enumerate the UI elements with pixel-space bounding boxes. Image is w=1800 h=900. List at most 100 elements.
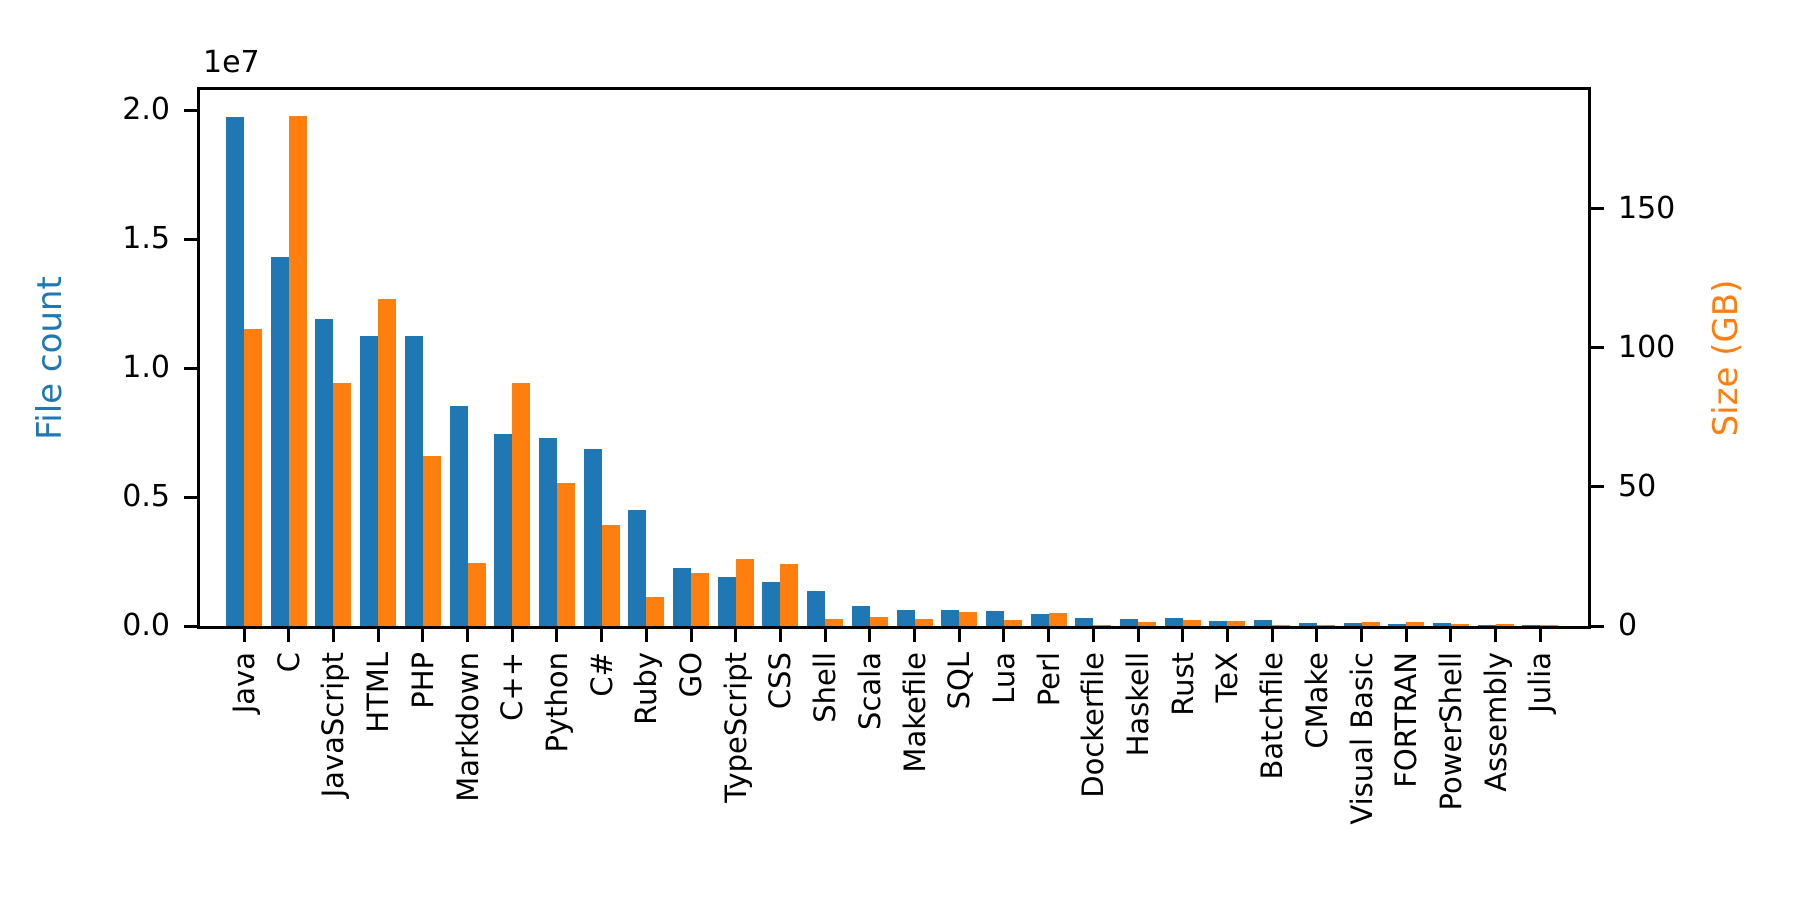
x-tick-label-Batchfile: Batchfile: [1255, 652, 1290, 780]
x-tick-label-Assembly: Assembly: [1478, 652, 1513, 792]
x-tick-label-SQL: SQL: [942, 652, 977, 710]
bar-file-count-Julia: [1522, 625, 1541, 626]
bar-size-gb-Python: [556, 483, 575, 626]
left-y-tick-label-0.5: 0.5: [122, 479, 170, 515]
bar-size-gb-Markdown: [467, 563, 486, 626]
x-tick-label-Scala: Scala: [852, 652, 887, 730]
bar-file-count-TypeScript: [717, 577, 736, 626]
x-tick-label-Haskell: Haskell: [1121, 652, 1155, 757]
right-y-tick-150: [1591, 207, 1604, 211]
left-y-tick-label-2.0: 2.0: [122, 92, 170, 128]
x-tick-Perl: [1047, 629, 1051, 642]
bar-size-gb-HTML: [378, 299, 397, 626]
x-tick-CSS: [778, 629, 782, 642]
x-tick-label-Rust: Rust: [1165, 652, 1200, 716]
x-tick-JavaScript: [331, 629, 335, 642]
bar-size-gb-Makefile: [914, 619, 933, 626]
bar-file-count-Ruby: [628, 509, 647, 626]
x-tick-HTML: [376, 629, 380, 642]
left-y-tick-label-1.5: 1.5: [122, 221, 170, 257]
x-tick-label-TypeScript: TypeScript: [718, 652, 753, 803]
x-tick-C#: [600, 629, 604, 642]
bar-file-count-GO: [673, 568, 691, 626]
x-tick-label-C#: C#: [584, 652, 619, 697]
bar-file-count-Markdown: [449, 405, 468, 626]
bar-size-gb-Visual Basic: [1361, 622, 1380, 626]
y-axis-offset-text: 1e7: [203, 45, 260, 80]
left-y-tick-0.0: [184, 624, 197, 628]
x-tick-Scala: [868, 629, 872, 642]
x-tick-label-Python: Python: [539, 652, 574, 753]
bar-file-count-CMake: [1298, 622, 1317, 626]
plot-area: [197, 87, 1591, 629]
x-tick-label-Julia: Julia: [1523, 652, 1558, 713]
bar-file-count-C++: [494, 434, 513, 626]
bar-file-count-Scala: [851, 605, 870, 626]
bar-size-gb-Batchfile: [1272, 625, 1291, 626]
bar-file-count-TeX: [1209, 620, 1228, 626]
x-tick-label-C: C: [271, 652, 306, 673]
bar-size-gb-Assembly: [1495, 624, 1514, 626]
bar-file-count-PowerShell: [1432, 623, 1451, 626]
bar-file-count-SQL: [941, 609, 960, 626]
x-tick-Assembly: [1494, 629, 1498, 642]
bar-size-gb-C++: [512, 382, 531, 626]
x-tick-label-Lua: Lua: [986, 652, 1021, 704]
x-tick-C++: [510, 629, 514, 642]
bar-size-gb-PHP: [422, 456, 441, 626]
x-tick-label-PowerShell: PowerShell: [1433, 652, 1468, 811]
x-tick-label-Perl: Perl: [1031, 652, 1066, 707]
x-tick-label-CMake: CMake: [1299, 652, 1334, 749]
bar-file-count-Makefile: [896, 609, 915, 626]
left-y-tick-label-1.0: 1.0: [122, 350, 170, 386]
x-tick-label-Shell: Shell: [808, 652, 843, 723]
bar-file-count-Assembly: [1477, 624, 1496, 626]
bar-file-count-Python: [538, 438, 557, 626]
bar-file-count-Haskell: [1120, 619, 1138, 626]
bar-file-count-PHP: [404, 335, 423, 626]
right-y-tick-label-50: 50: [1618, 468, 1657, 504]
bar-size-gb-Dockerfile: [1093, 625, 1112, 626]
bar-size-gb-Haskell: [1138, 622, 1156, 626]
x-tick-PHP: [421, 629, 425, 642]
left-y-tick-1.5: [184, 237, 197, 241]
bar-size-gb-Ruby: [646, 597, 665, 626]
x-tick-FORTRAN: [1404, 629, 1408, 642]
x-tick-label-GO: GO: [674, 652, 708, 698]
bar-size-gb-FORTRAN: [1406, 622, 1425, 626]
bar-file-count-CSS: [762, 581, 781, 626]
right-y-tick-0: [1591, 624, 1604, 628]
x-tick-GO: [689, 629, 693, 642]
x-tick-Batchfile: [1270, 629, 1274, 642]
x-tick-label-Markdown: Markdown: [450, 652, 485, 802]
x-tick-Julia: [1538, 629, 1542, 642]
x-tick-label-JavaScript: JavaScript: [316, 652, 351, 798]
x-tick-TypeScript: [734, 629, 738, 642]
right-y-tick-50: [1591, 485, 1604, 489]
bar-size-gb-C#: [601, 525, 620, 626]
bar-file-count-HTML: [360, 335, 379, 626]
bar-file-count-C#: [583, 449, 602, 626]
x-tick-Makefile: [913, 629, 916, 642]
x-tick-label-HTML: HTML: [361, 652, 396, 733]
x-tick-C: [287, 629, 291, 642]
x-tick-label-PHP: PHP: [405, 652, 440, 709]
bar-file-count-Lua: [985, 611, 1004, 626]
x-tick-label-Makefile: Makefile: [897, 652, 932, 773]
right-y-tick-100: [1591, 346, 1604, 350]
bar-file-count-JavaScript: [315, 319, 334, 626]
right-y-tick-label-150: 150: [1618, 190, 1676, 226]
bar-size-gb-PowerShell: [1450, 624, 1469, 626]
bar-size-gb-CSS: [780, 563, 799, 626]
bar-size-gb-C: [288, 115, 307, 626]
bar-size-gb-SQL: [959, 611, 978, 626]
x-tick-label-Dockerfile: Dockerfile: [1076, 652, 1111, 798]
bar-size-gb-Scala: [869, 617, 888, 626]
left-y-tick-0.5: [184, 495, 197, 499]
bar-size-gb-Java: [244, 328, 262, 626]
bar-file-count-Dockerfile: [1075, 618, 1094, 626]
x-tick-label-Java: Java: [227, 652, 261, 714]
x-tick-TeX: [1225, 629, 1229, 642]
x-tick-label-Ruby: Ruby: [629, 652, 664, 725]
right-y-tick-label-0: 0: [1618, 608, 1638, 643]
